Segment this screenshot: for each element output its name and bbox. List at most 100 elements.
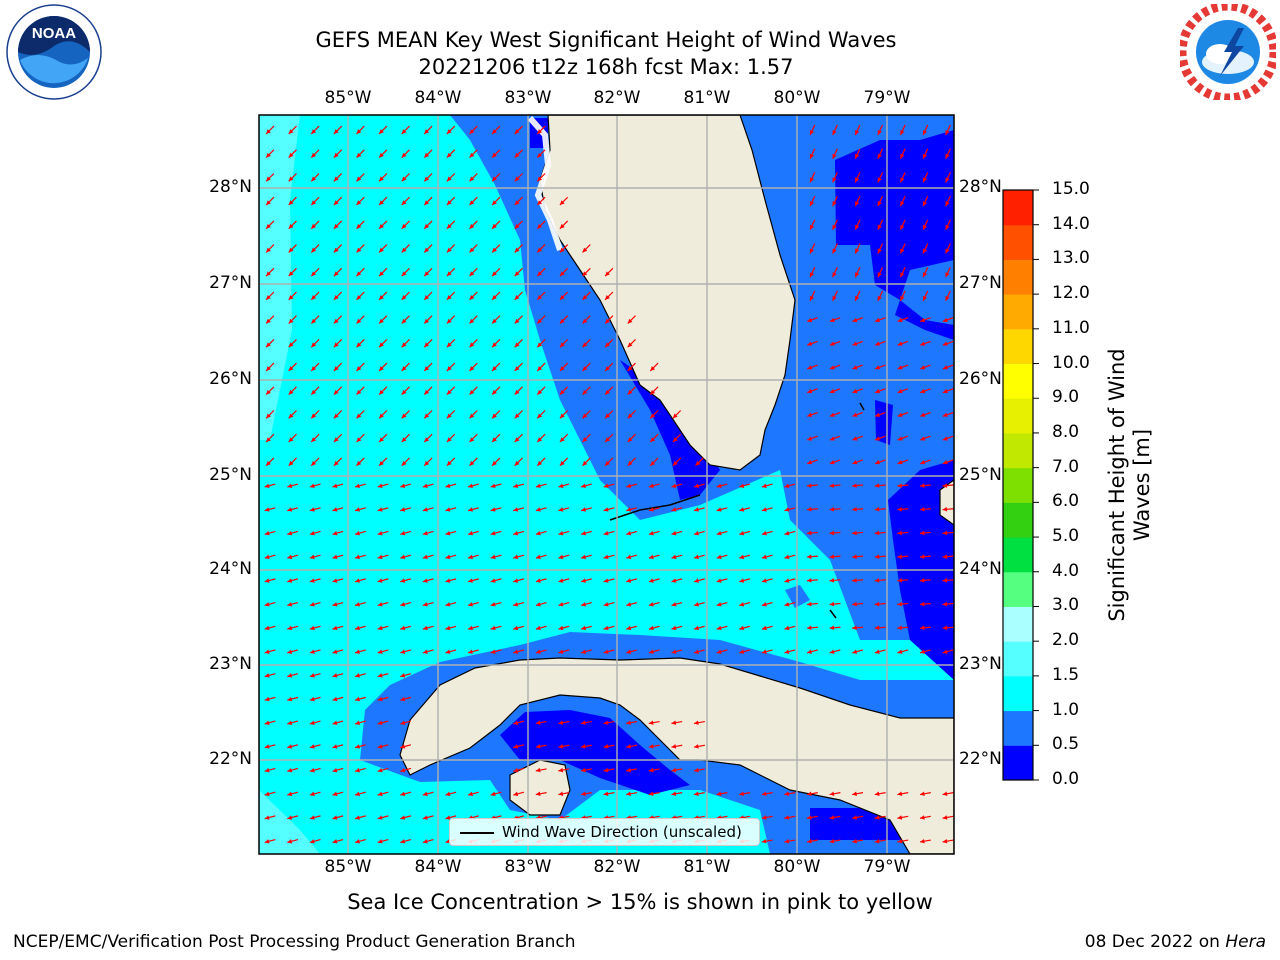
wave-arrow-head: [446, 223, 452, 229]
wave-arrow-head: [309, 767, 315, 773]
wave-arrow-head: [761, 530, 767, 536]
wave-arrow-head: [922, 295, 928, 301]
wave-arrow-head: [603, 578, 609, 583]
wave-arrow-head: [897, 601, 902, 607]
wave-arrow-head: [784, 625, 790, 631]
wave-arrow-head: [874, 791, 880, 797]
wave-arrow-head: [379, 247, 384, 253]
wave-arrow-head: [716, 791, 722, 797]
wave-arrow-head: [807, 649, 812, 654]
chart-title: GEFS MEAN Key West Significant Height of…: [315, 28, 897, 52]
wave-arrow-head: [627, 366, 633, 371]
wave-arrow-head: [900, 248, 905, 254]
wave-arrow-head: [400, 530, 406, 536]
wave-arrow-head: [942, 507, 948, 512]
wave-arrow-head: [266, 271, 271, 277]
wave-arrow-head: [355, 839, 360, 844]
lat-label-right: 26°N: [959, 369, 1002, 389]
wave-arrow-head: [401, 271, 407, 277]
wave-arrow-head: [875, 365, 880, 370]
colorbar-tick-label: 14.0: [1052, 213, 1090, 234]
wave-arrow-head: [855, 224, 860, 230]
wave-arrow-head: [287, 554, 293, 560]
wave-arrow-head: [287, 602, 293, 607]
wave-arrow-head: [739, 625, 745, 631]
wave-arrow-head: [535, 720, 541, 725]
wave-arrow-head: [379, 176, 384, 182]
wave-arrow-head: [897, 341, 903, 346]
wave-arrow-head: [784, 649, 790, 654]
wave-arrow-head: [266, 460, 271, 466]
wave-arrow-head: [355, 744, 360, 749]
wave-arrow-head: [809, 224, 815, 230]
wave-arrow-head: [332, 720, 338, 725]
wave-arrow-head: [400, 507, 406, 512]
wave-arrow-head: [627, 389, 633, 395]
wave-arrow-head: [807, 412, 813, 417]
wave-arrow-head: [694, 625, 699, 631]
lat-label-right: 25°N: [959, 465, 1002, 485]
noaa-logo: NOAA: [6, 4, 102, 100]
lon-label-top: 85°W: [324, 88, 372, 108]
wave-arrow-head: [852, 317, 858, 323]
wave-arrow-head: [309, 720, 315, 725]
wave-arrow-head: [809, 153, 815, 159]
footer-credit: NCEP/EMC/Verification Post Processing Pr…: [13, 932, 576, 952]
wave-arrow-head: [288, 295, 294, 300]
noaa-logo-text: NOAA: [32, 25, 76, 42]
chart-subtitle: 20221206 t12z 168h fcst Max: 1.57: [418, 55, 794, 79]
wave-arrow-head: [309, 578, 315, 583]
wave-arrow-head: [537, 366, 543, 371]
wave-arrow-head: [605, 295, 610, 300]
wave-arrow-head: [672, 437, 678, 442]
lon-label-top: 81°W: [683, 88, 731, 108]
wave-arrow-head: [445, 554, 451, 560]
wave-arrow-head: [468, 507, 473, 512]
wave-arrow-head: [469, 200, 475, 205]
wave-arrow-head: [401, 247, 407, 253]
wave-arrow-head: [671, 483, 677, 488]
wave-arrow-head: [422, 625, 428, 631]
wave-arrow-head: [900, 177, 905, 183]
wave-arrow-head: [648, 649, 654, 654]
wave-arrow-head: [650, 389, 656, 395]
wave-arrow-head: [422, 649, 428, 654]
wave-arrow-head: [537, 460, 543, 466]
wave-arrow-head: [468, 649, 473, 654]
wave-arrow-head: [693, 720, 699, 725]
wave-arrow-head: [852, 507, 857, 512]
wave-arrow-head: [874, 601, 880, 607]
wave-arrow-head: [761, 483, 767, 488]
florida-keys: [609, 494, 701, 521]
wave-arrow-head: [492, 413, 497, 419]
wave-arrow-head: [919, 601, 925, 607]
wave-arrow-head: [535, 554, 541, 560]
wave-arrow-head: [469, 413, 475, 419]
wave-arrow-head: [446, 437, 452, 442]
wave-arrow-head: [266, 129, 271, 134]
wave-arrow-head: [852, 838, 857, 844]
wave-arrow-head: [264, 720, 270, 725]
wave-arrow-head: [377, 578, 383, 583]
wave-arrow-head: [355, 625, 360, 631]
colorbar-segment: [1003, 537, 1033, 573]
wave-arrow-head: [401, 318, 407, 324]
wave-arrow-head: [379, 437, 384, 442]
wave-arrow-head: [469, 389, 475, 395]
wave-arrow-head: [832, 295, 837, 301]
wave-arrow-head: [581, 578, 586, 583]
wave-arrow-head: [897, 388, 903, 394]
wave-arrow-head: [490, 649, 496, 654]
wave-arrow-head: [829, 578, 835, 583]
wave-arrow-head: [942, 436, 948, 441]
wave-arrow-head: [648, 554, 654, 560]
wave-arrow-head: [694, 530, 699, 536]
wave-arrow-head: [942, 460, 948, 465]
wave-arrow-head: [400, 720, 406, 725]
wave-arrow-head: [400, 767, 406, 773]
wave-arrow-head: [874, 649, 880, 654]
wave-arrow-head: [309, 483, 315, 488]
wave-arrow-head: [559, 295, 565, 300]
wave-arrow-head: [377, 839, 383, 844]
wave-arrow-head: [855, 129, 860, 135]
